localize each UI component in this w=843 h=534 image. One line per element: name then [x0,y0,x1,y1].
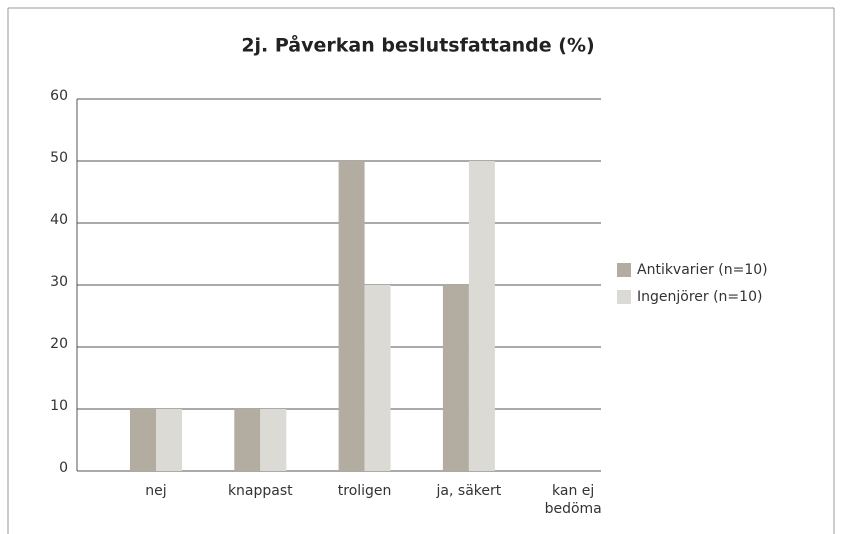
bar [468,161,495,471]
bar [338,161,365,471]
x-tick-label: knappast [227,483,293,499]
legend-label: Antikvarier (n=10) [637,262,768,278]
y-tick-label: 10 [50,398,68,414]
x-tick-label: ja, säkert [436,483,502,499]
legend-swatch [617,290,631,304]
y-tick-label: 20 [50,336,68,352]
bar [130,409,156,471]
bar [364,285,391,471]
y-tick-label: 60 [50,88,68,104]
bar [156,409,182,471]
y-tick-label: 40 [50,212,68,228]
chart-title: 2j. Påverkan beslutsfattande (%) [241,33,594,57]
bar [260,409,287,471]
bar [234,409,261,471]
y-tick-label: 50 [50,150,68,166]
bar [442,285,469,471]
x-tick-label: nej [145,483,167,499]
x-tick-label: kan ej bedöma [544,483,602,517]
legend-label: Ingenjörer (n=10) [637,289,762,305]
y-tick-label: 0 [59,460,68,476]
x-tick-label: troligen [337,483,392,499]
y-tick-label: 30 [50,274,68,290]
legend-swatch [617,263,631,277]
